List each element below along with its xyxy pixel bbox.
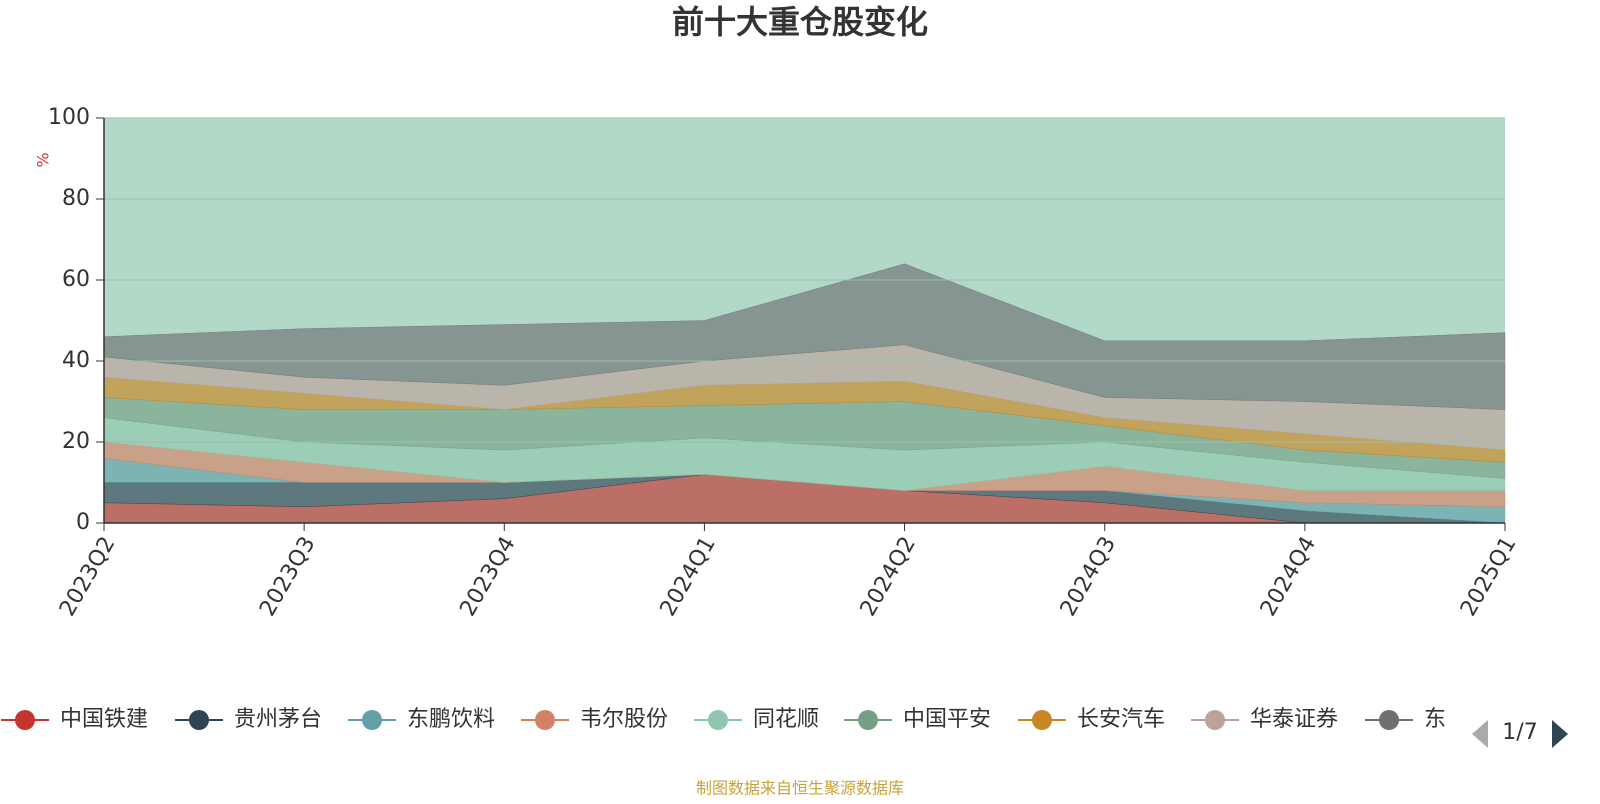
x-tick-label: 2024Q4 (1256, 533, 1321, 621)
y-tick-label: 60 (62, 267, 90, 292)
legend-label[interactable]: 中国平安 (903, 707, 991, 732)
legend-next[interactable] (1552, 720, 1568, 748)
legend-label[interactable]: 贵州茅台 (234, 707, 322, 732)
legend-marker (362, 710, 382, 730)
legend-label[interactable]: 同花顺 (753, 707, 819, 732)
x-tick-label: 2023Q4 (455, 533, 520, 621)
legend-label[interactable]: 华泰证券 (1250, 707, 1338, 732)
legend-marker (1205, 710, 1225, 730)
legend-marker (858, 710, 878, 730)
x-tick-label: 2024Q3 (1056, 533, 1121, 621)
chart-title: 前十大重仓股变化 (672, 3, 928, 41)
legend-marker (708, 710, 728, 730)
legend-marker (1032, 710, 1052, 730)
x-tick-label: 2023Q2 (55, 533, 120, 621)
legend-marker (535, 710, 555, 730)
legend-prev[interactable] (1472, 720, 1488, 748)
legend: 中国铁建 贵州茅台 东鹏饮料 韦尔股份 同花顺 中国平安 长安汽车 华泰证券 东 (1, 707, 1446, 732)
x-tick-label: 2024Q2 (856, 533, 921, 621)
y-tick-label: 100 (48, 105, 90, 130)
x-tick-label: 2025Q1 (1456, 533, 1521, 621)
y-tick-label: 0 (76, 510, 90, 535)
plot (103, 263, 1506, 524)
y-tick-label: 40 (62, 348, 90, 373)
legend-marker (1379, 710, 1399, 730)
legend-label[interactable]: 东鹏饮料 (407, 707, 495, 732)
y-tick-label: 20 (62, 429, 90, 454)
x-tick-label: 2023Q3 (255, 533, 320, 621)
legend-label[interactable]: 中国铁建 (60, 707, 148, 732)
x-tick-label: 2024Q1 (656, 533, 721, 621)
area (103, 263, 1506, 410)
legend-label[interactable]: 东 (1424, 707, 1446, 732)
legend-label[interactable]: 韦尔股份 (580, 707, 668, 732)
legend-marker (189, 710, 209, 730)
source-note: 制图数据来自恒生聚源数据库 (696, 779, 904, 798)
legend-page: 1/7 (1502, 720, 1537, 745)
y-axis-label: % (34, 152, 53, 167)
legend-label[interactable]: 长安汽车 (1077, 707, 1165, 732)
legend-marker (15, 710, 35, 730)
y-tick-label: 80 (62, 186, 90, 211)
